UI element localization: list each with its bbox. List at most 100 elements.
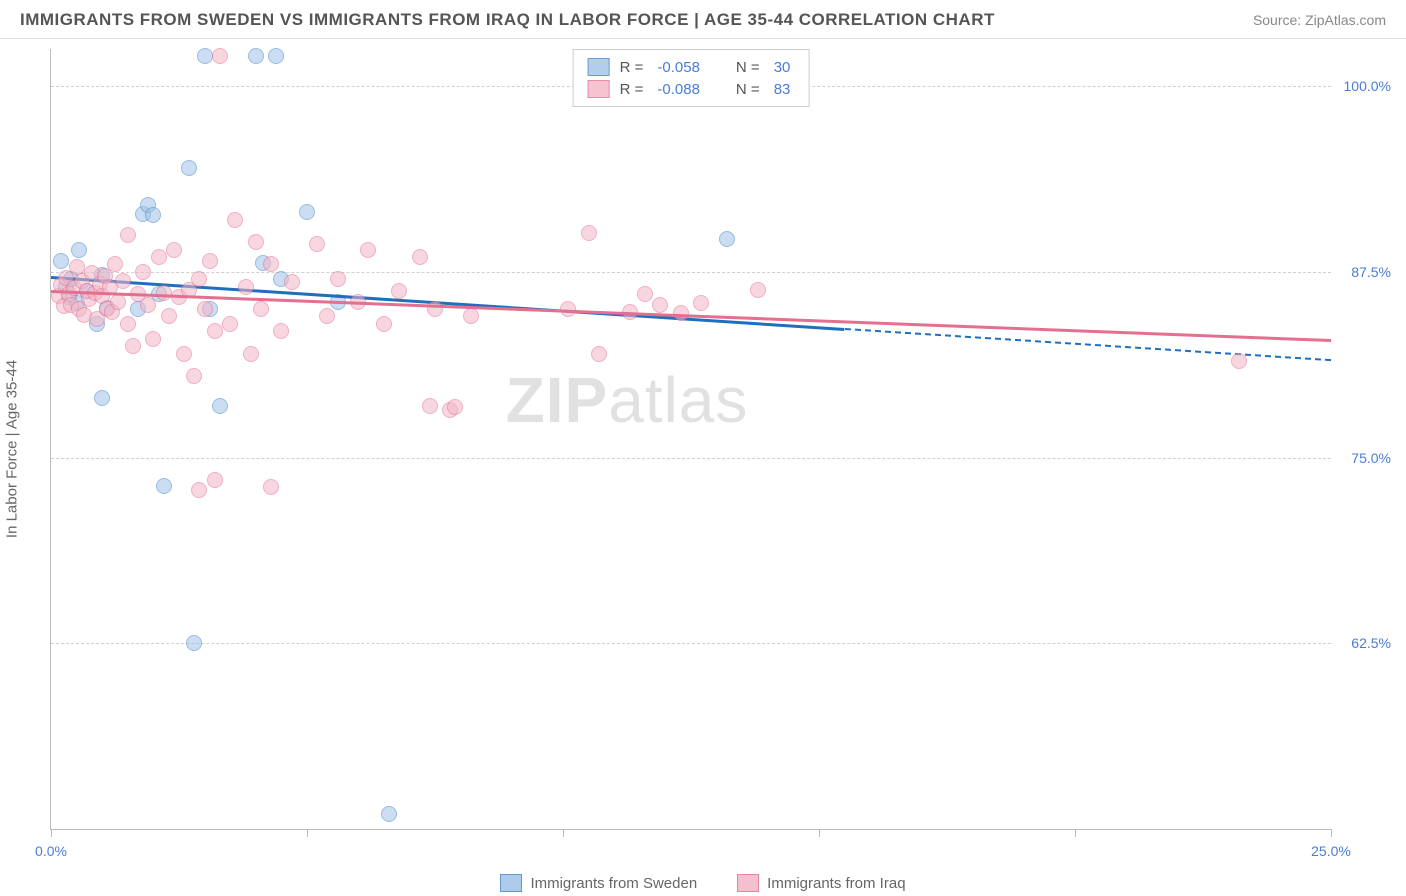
xtick [1331,829,1332,837]
data-point-iraq [120,316,136,332]
data-point-iraq [309,236,325,252]
xtick [51,829,52,837]
stat-n-value: 83 [774,81,791,98]
data-point-sweden [186,635,202,651]
data-point-iraq [427,301,443,317]
stat-r-label: R = [620,81,644,98]
data-point-iraq [693,295,709,311]
data-point-iraq [110,294,126,310]
xtick [307,829,308,837]
data-point-iraq [652,297,668,313]
data-point-iraq [284,274,300,290]
xtick [1075,829,1076,837]
stat-r-value: -0.058 [657,59,700,76]
data-point-sweden [145,207,161,223]
data-point-iraq [176,346,192,362]
ytick-label: 62.5% [1336,635,1391,651]
stat-r-label: R = [620,59,644,76]
data-point-iraq [463,308,479,324]
data-point-iraq [422,398,438,414]
ytick-label: 100.0% [1336,78,1391,94]
legend-label: Immigrants from Sweden [530,875,697,892]
data-point-iraq [227,212,243,228]
chart-area: In Labor Force | Age 35-44 ZIPatlas R =-… [0,39,1406,859]
watermark-bold: ZIP [506,364,609,436]
data-point-iraq [248,234,264,250]
data-point-iraq [191,482,207,498]
trend-line-extrapolated [845,328,1332,361]
data-point-sweden [381,806,397,822]
data-point-iraq [202,253,218,269]
data-point-sweden [156,478,172,494]
legend-stats: R = -0.058 N = 30 R = -0.088 N = 83 [573,49,810,107]
legend-item-iraq: Immigrants from Iraq [737,874,905,892]
y-axis-label: In Labor Force | Age 35-44 [4,360,21,538]
plot-region: ZIPatlas R =-0.058N =30R =-0.088N =83 62… [50,49,1331,830]
data-point-iraq [243,346,259,362]
legend-swatch [588,58,610,76]
xtick [819,829,820,837]
data-point-sweden [181,160,197,176]
legend-label: Immigrants from Iraq [767,875,905,892]
stat-n-label: N = [736,81,760,98]
data-point-sweden [299,204,315,220]
legend-swatch [588,80,610,98]
data-point-iraq [107,256,123,272]
chart-title: IMMIGRANTS FROM SWEDEN VS IMMIGRANTS FRO… [20,10,995,30]
data-point-iraq [238,279,254,295]
gridline-h [51,272,1331,273]
data-point-iraq [412,249,428,265]
data-point-iraq [376,316,392,332]
watermark: ZIPatlas [506,363,749,437]
data-point-iraq [591,346,607,362]
legend-stat-row-sweden: R = -0.058 N = 30 [588,56,795,78]
stat-n-label: N = [736,59,760,76]
data-point-iraq [637,286,653,302]
data-point-sweden [719,231,735,247]
data-point-sweden [71,242,87,258]
watermark-thin: atlas [608,364,748,436]
header: IMMIGRANTS FROM SWEDEN VS IMMIGRANTS FRO… [0,0,1406,39]
data-point-sweden [197,48,213,64]
data-point-iraq [330,271,346,287]
data-point-iraq [391,283,407,299]
data-point-iraq [156,285,172,301]
ytick-label: 87.5% [1336,264,1391,280]
data-point-sweden [212,398,228,414]
data-point-iraq [263,256,279,272]
data-point-sweden [53,253,69,269]
xtick-label: 0.0% [35,843,67,859]
legend-item-sweden: Immigrants from Sweden [500,874,697,892]
data-point-iraq [151,249,167,265]
data-point-iraq [273,323,289,339]
source-label: Source: ZipAtlas.com [1253,12,1386,28]
legend-swatch [737,874,759,892]
data-point-sweden [268,48,284,64]
data-point-iraq [253,301,269,317]
data-point-iraq [135,264,151,280]
data-point-sweden [248,48,264,64]
data-point-iraq [140,297,156,313]
trend-line [51,290,1331,342]
stat-r-value: -0.088 [657,81,700,98]
legend-stat-row-iraq: R = -0.088 N = 83 [588,78,795,100]
data-point-iraq [161,308,177,324]
stat-n-value: 30 [774,59,791,76]
data-point-iraq [115,273,131,289]
data-point-iraq [197,301,213,317]
data-point-iraq [207,323,223,339]
data-point-iraq [447,399,463,415]
data-point-iraq [212,48,228,64]
xtick [563,829,564,837]
data-point-iraq [581,225,597,241]
data-point-iraq [186,368,202,384]
data-point-iraq [207,472,223,488]
xtick-label: 25.0% [1311,843,1351,859]
data-point-iraq [191,271,207,287]
data-point-iraq [319,308,335,324]
data-point-iraq [120,227,136,243]
gridline-h [51,458,1331,459]
data-point-iraq [263,479,279,495]
legend-swatch [500,874,522,892]
data-point-sweden [94,390,110,406]
